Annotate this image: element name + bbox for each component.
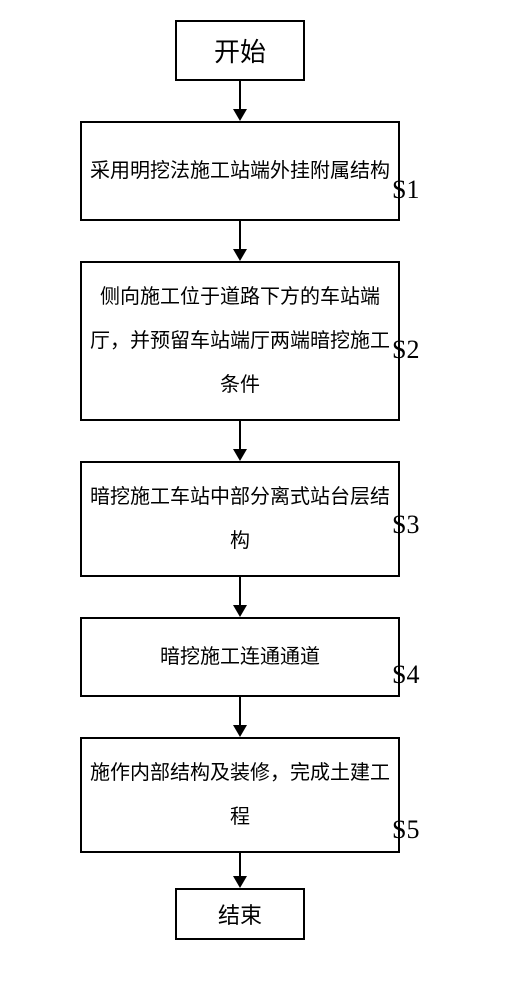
arrow-line bbox=[239, 853, 241, 878]
label-s5: S5 bbox=[392, 815, 419, 845]
arrow bbox=[50, 81, 430, 121]
s5-text: 施作内部结构及装修，完成土建工程 bbox=[90, 751, 390, 839]
label-s2: S2 bbox=[392, 335, 419, 365]
process-s3: 暗挖施工车站中部分离式站台层结构 bbox=[80, 461, 400, 577]
arrow-head bbox=[233, 449, 247, 461]
arrow-line bbox=[239, 221, 241, 251]
label-s4: S4 bbox=[392, 660, 419, 690]
arrow-head bbox=[233, 725, 247, 737]
s2-text: 侧向施工位于道路下方的车站端厅，并预留车站端厅两端暗挖施工条件 bbox=[90, 275, 390, 407]
arrow-line bbox=[239, 577, 241, 607]
end-text: 结束 bbox=[185, 898, 295, 930]
arrow-head bbox=[233, 109, 247, 121]
arrow-line bbox=[239, 81, 241, 111]
process-s2: 侧向施工位于道路下方的车站端厅，并预留车站端厅两端暗挖施工条件 bbox=[80, 261, 400, 421]
arrow bbox=[50, 221, 430, 261]
process-s5: 施作内部结构及装修，完成土建工程 bbox=[80, 737, 400, 853]
process-s1: 采用明挖法施工站端外挂附属结构 bbox=[80, 121, 400, 221]
s3-text: 暗挖施工车站中部分离式站台层结构 bbox=[90, 475, 390, 563]
arrow bbox=[50, 853, 430, 888]
label-s1: S1 bbox=[392, 175, 419, 205]
arrow-line bbox=[239, 421, 241, 451]
arrow-line bbox=[239, 697, 241, 727]
s4-text: 暗挖施工连通通道 bbox=[90, 635, 390, 679]
end-node: 结束 bbox=[175, 888, 305, 940]
arrow-head bbox=[233, 605, 247, 617]
arrow bbox=[50, 421, 430, 461]
s1-text: 采用明挖法施工站端外挂附属结构 bbox=[90, 149, 390, 193]
label-s3: S3 bbox=[392, 510, 419, 540]
process-s4: 暗挖施工连通通道 bbox=[80, 617, 400, 697]
start-text: 开始 bbox=[185, 32, 295, 69]
arrow-head bbox=[233, 876, 247, 888]
start-node: 开始 bbox=[175, 20, 305, 81]
arrow bbox=[50, 697, 430, 737]
arrow-head bbox=[233, 249, 247, 261]
flowchart-container: 开始 采用明挖法施工站端外挂附属结构 侧向施工位于道路下方的车站端厅，并预留车站… bbox=[50, 20, 430, 940]
arrow bbox=[50, 577, 430, 617]
